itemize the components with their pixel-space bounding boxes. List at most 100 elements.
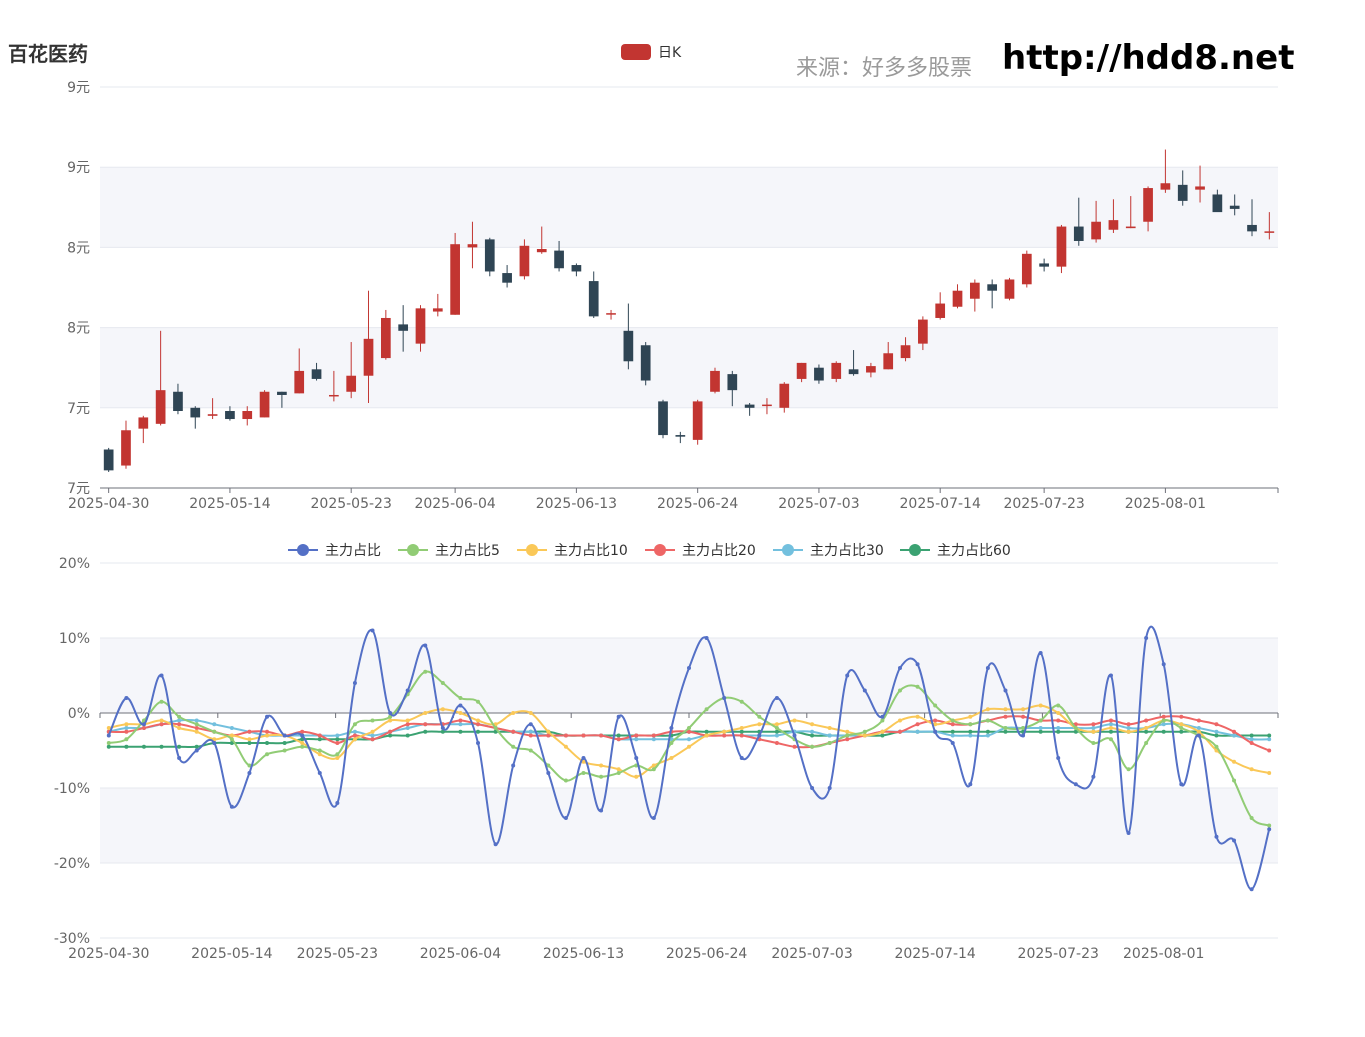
candle	[380, 309, 391, 360]
candle-body	[207, 414, 218, 416]
series-point	[458, 718, 463, 723]
candle-body	[1039, 263, 1049, 267]
series-point	[476, 729, 481, 734]
series-point	[757, 733, 762, 738]
legend-label: 主力占比60	[937, 543, 1011, 559]
series-point	[177, 718, 182, 723]
candle-body	[398, 324, 409, 331]
series-point	[405, 722, 410, 727]
series-point	[563, 744, 568, 749]
candle-body	[380, 317, 391, 359]
series-point	[493, 726, 498, 730]
line-y-tick-label: -10%	[54, 781, 90, 797]
series-point	[1073, 729, 1078, 734]
series-point	[634, 756, 639, 760]
candle-body	[918, 319, 928, 344]
candle-body	[121, 430, 131, 466]
kline-x-tick-label: 2025-06-24	[657, 496, 738, 512]
series-point	[1161, 718, 1166, 723]
candle	[450, 232, 460, 315]
series-point	[1179, 726, 1184, 730]
series-point	[1179, 714, 1184, 719]
series-point	[1161, 729, 1166, 734]
candle	[311, 362, 322, 381]
kline-band	[100, 327, 1278, 408]
series-point	[1214, 733, 1219, 738]
series-point	[968, 782, 973, 787]
series-point	[247, 771, 252, 775]
series-point	[634, 737, 639, 742]
candle-body	[467, 244, 478, 248]
series-point	[669, 726, 674, 730]
candle-body	[883, 353, 894, 370]
series-point	[1021, 707, 1026, 712]
candle	[814, 364, 824, 384]
series-point	[229, 733, 234, 738]
series-point	[968, 714, 973, 719]
series-point	[458, 703, 463, 708]
series-point	[669, 741, 674, 745]
series-point	[862, 729, 867, 734]
series-point	[546, 771, 551, 775]
candle-body	[796, 362, 807, 379]
line-axis: 20% 10% 0% -10% -20% -30%2025-04-30 2025-05-14…	[54, 556, 1279, 962]
kline-y-tick-label: 8元	[67, 240, 90, 256]
series-point	[1144, 741, 1149, 745]
candle-body	[554, 250, 564, 269]
legend-item-5: 主力占比60	[900, 543, 1011, 559]
series-point	[265, 741, 270, 745]
series-point	[634, 733, 639, 738]
series-point	[757, 722, 762, 727]
series-point	[546, 733, 551, 738]
series-point	[194, 744, 199, 749]
series-point	[845, 737, 850, 742]
candle-body	[744, 404, 755, 408]
series-point	[300, 729, 305, 734]
series-point	[159, 722, 164, 727]
line-x-tick-label: 2025-04-30	[68, 946, 149, 962]
series-point	[1144, 726, 1149, 730]
series-point	[405, 733, 410, 738]
series-point	[915, 684, 920, 689]
candle	[1160, 149, 1171, 193]
series-point	[405, 726, 410, 730]
series-point	[440, 726, 445, 730]
series-point	[265, 729, 270, 734]
candle-body	[484, 239, 495, 272]
candle-body	[571, 265, 582, 272]
series-point	[476, 718, 481, 723]
legend-swatch-dot	[526, 544, 538, 556]
candle	[398, 305, 409, 352]
candle-body	[363, 338, 374, 376]
series-point	[1091, 722, 1096, 727]
line-series	[106, 625, 1272, 892]
candle	[1177, 170, 1188, 206]
series-point	[599, 763, 604, 768]
series-point	[722, 733, 727, 738]
candle	[207, 398, 218, 420]
line-x-tick-label: 2025-05-14	[191, 946, 272, 962]
series-point	[106, 726, 111, 730]
series-point	[159, 673, 164, 678]
series-point	[159, 718, 164, 723]
series-point	[1232, 729, 1237, 734]
series-point	[1267, 827, 1272, 832]
series-point	[388, 733, 393, 738]
candle-body	[190, 407, 201, 418]
series-point	[792, 744, 797, 749]
candle-body	[311, 369, 322, 379]
candle-body	[294, 370, 305, 394]
series-point	[247, 729, 252, 734]
candle	[1143, 186, 1153, 232]
series-point	[177, 744, 182, 749]
series-point	[862, 688, 867, 693]
candle-body	[606, 313, 616, 315]
candle	[727, 370, 738, 407]
candle-body	[502, 273, 512, 283]
series-point	[1249, 741, 1254, 745]
candle-body	[935, 303, 946, 318]
series-point	[1161, 714, 1166, 719]
series-point	[704, 707, 709, 712]
candle-body	[103, 449, 114, 471]
series-point	[317, 771, 322, 775]
